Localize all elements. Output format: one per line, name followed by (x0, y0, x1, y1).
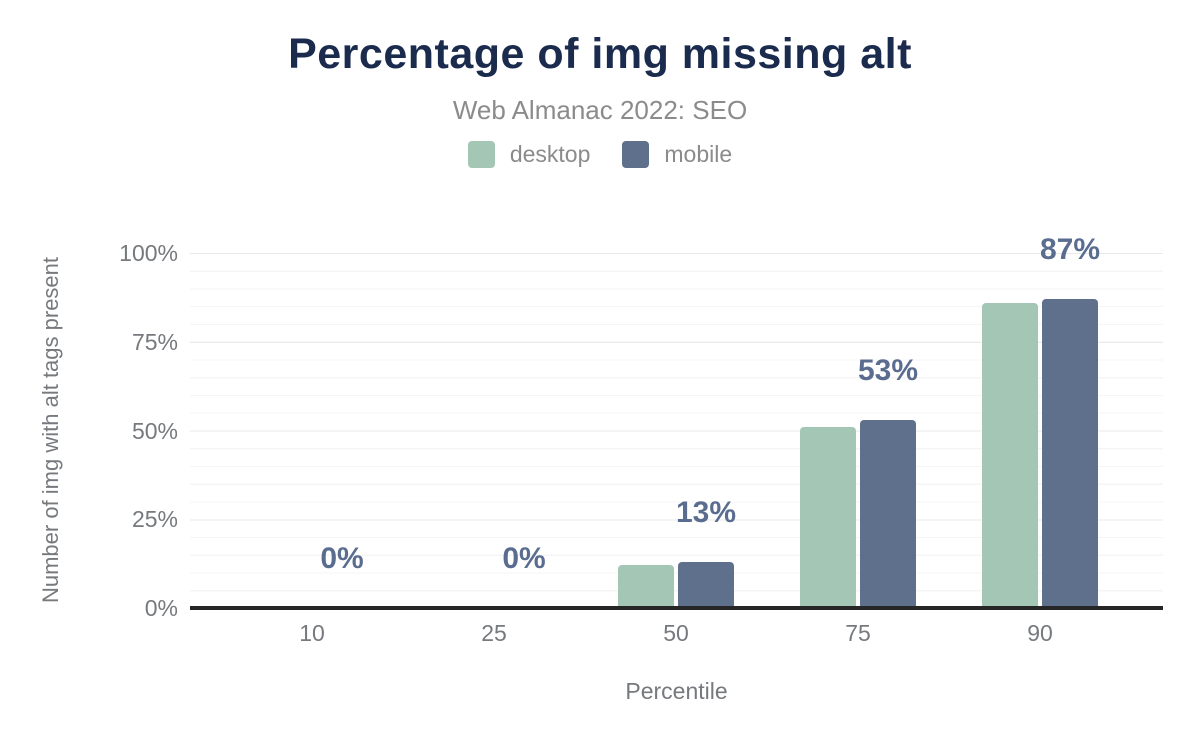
x-axis-title: Percentile (625, 678, 728, 704)
y-tick-label: 25% (131, 506, 178, 533)
y-tick-label: 100% (119, 240, 178, 266)
legend-label-desktop: desktop (509, 141, 591, 167)
y-tick-label: 0% (144, 595, 178, 621)
bar-value-label: 0% (320, 542, 364, 575)
x-tick-label: 75 (845, 620, 871, 646)
legend-item-desktop: desktop (467, 141, 591, 168)
bar-value-label: 0% (502, 542, 546, 575)
legend: desktop mobile (0, 141, 1200, 168)
bar-desktop-p75 (800, 426, 856, 608)
legend-item-mobile: mobile (622, 141, 732, 168)
bar-mobile-p75 (860, 419, 916, 608)
bar-desktop-p90 (982, 302, 1038, 608)
x-tick-label: 90 (1027, 620, 1053, 646)
plot-area: 0% 0% 13% 53% 87% (190, 235, 1163, 608)
mobile-swatch-icon (622, 141, 650, 168)
bar-desktop-p50 (618, 565, 674, 608)
bar-value-label: 13% (675, 495, 737, 529)
y-tick-label: 50% (131, 417, 178, 444)
desktop-swatch-icon (467, 141, 495, 168)
bar-mobile-p50 (678, 561, 734, 608)
page-subtitle: Web Almanac 2022: SEO (452, 95, 748, 125)
bar-value-label: 53% (857, 353, 919, 387)
x-tick-label: 10 (299, 620, 325, 646)
x-tick-label: 50 (663, 620, 689, 646)
bar-mobile-p90 (1042, 299, 1098, 608)
x-tick-label: 25 (481, 620, 507, 646)
page-title: Percentage of img missing alt (288, 30, 912, 78)
legend-label-mobile: mobile (664, 141, 733, 167)
bar-value-label: 87% (1039, 233, 1101, 267)
y-tick-label: 75% (131, 328, 178, 355)
x-axis-line (190, 606, 1163, 610)
